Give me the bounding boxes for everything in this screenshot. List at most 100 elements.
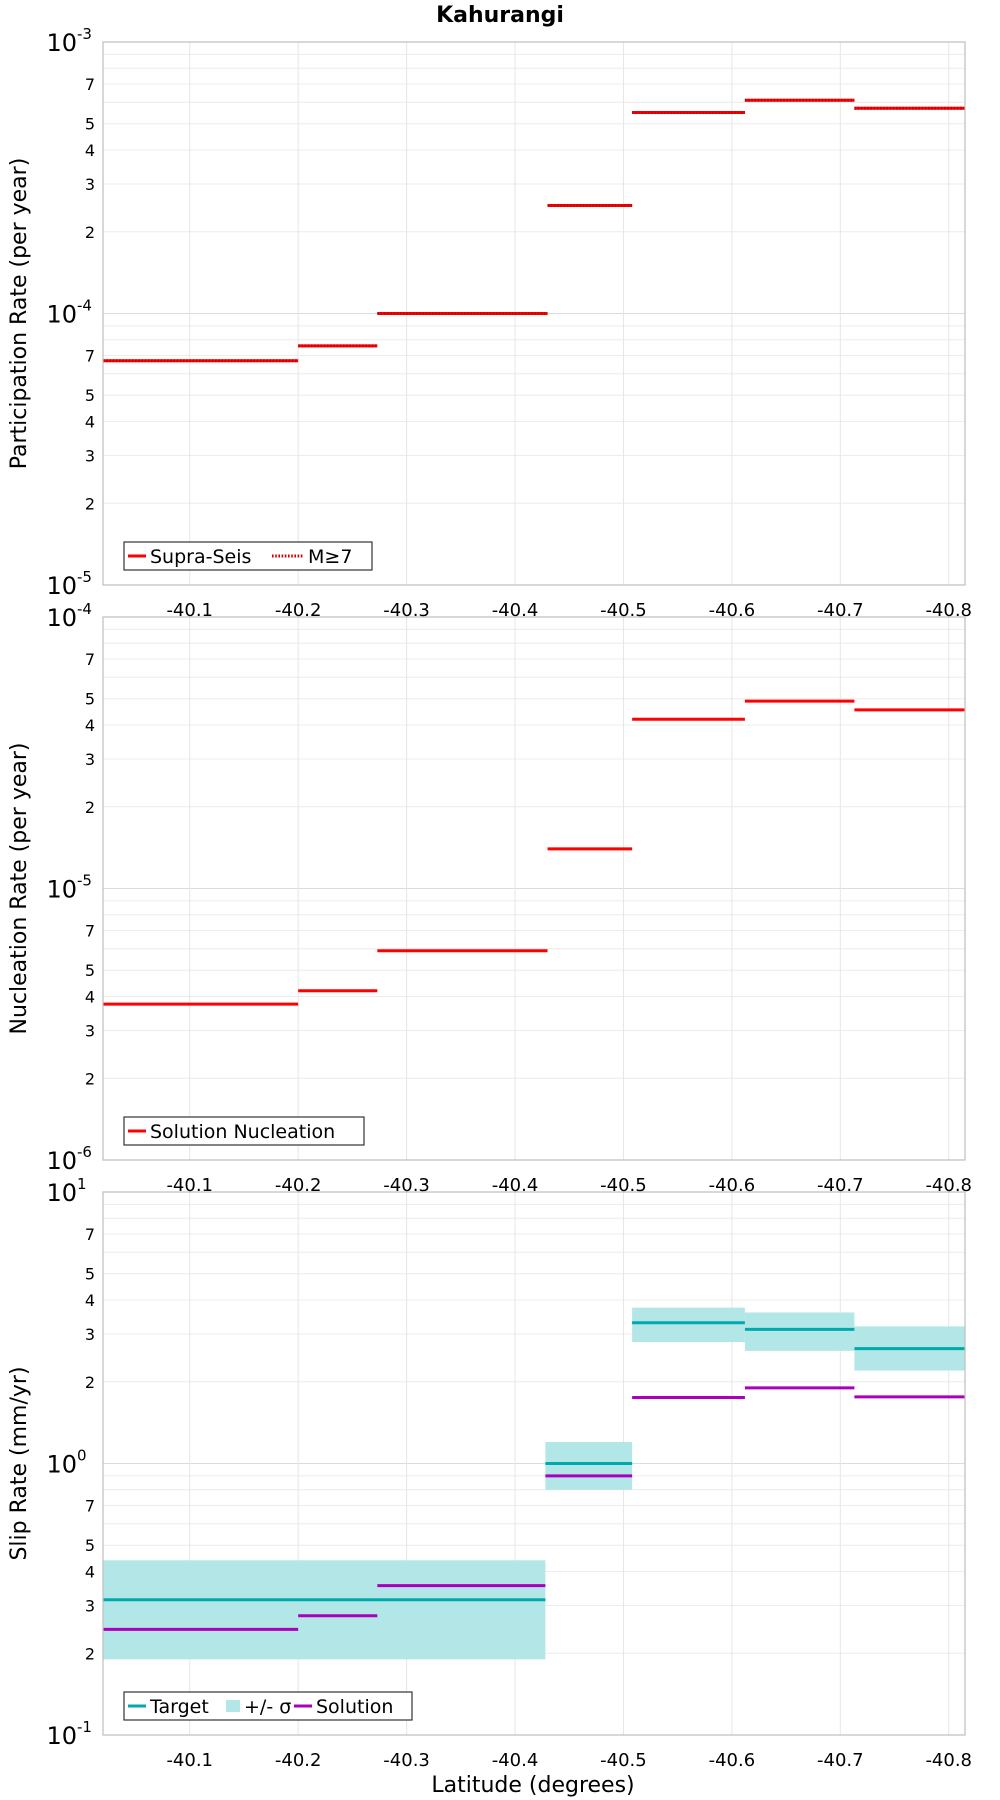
y-major-exponent: 1 bbox=[77, 1175, 87, 1193]
legend-box bbox=[123, 1691, 413, 1721]
y-major-base: 10 bbox=[46, 572, 77, 600]
y-major-tick-label: 10 -3 bbox=[46, 25, 92, 57]
y-major-tick-label: 10 -5 bbox=[46, 872, 92, 904]
x-tick-label: -40.7 bbox=[817, 600, 864, 621]
y-major-base: 10 bbox=[46, 29, 77, 57]
y-minor-tick-label: 3 bbox=[85, 750, 95, 769]
x-tick-label: -40.6 bbox=[709, 600, 756, 621]
x-tick-label: -40.3 bbox=[383, 1175, 430, 1196]
y-major-exponent: -6 bbox=[77, 1143, 92, 1161]
x-tick-label: -40.8 bbox=[925, 600, 972, 621]
y-axis-label: Slip Rate (mm/yr) bbox=[7, 1366, 32, 1560]
y-minor-tick-label: 4 bbox=[85, 1291, 95, 1310]
x-tick-label: -40.4 bbox=[492, 1175, 539, 1196]
y-minor-tick-label: 3 bbox=[85, 175, 95, 194]
y-major-base: 10 bbox=[46, 1147, 77, 1175]
legend: Target +/- σ Solution bbox=[123, 1691, 413, 1721]
y-minor-tick-label: 5 bbox=[85, 1536, 95, 1555]
x-tick-label: -40.7 bbox=[817, 1750, 864, 1771]
legend: Supra-Seis M≥7 bbox=[123, 541, 373, 571]
x-tick-label: -40.8 bbox=[925, 1175, 972, 1196]
legend-box bbox=[123, 1116, 365, 1146]
x-tick-label: -40.5 bbox=[600, 1750, 647, 1771]
legend-label: Solution bbox=[316, 1696, 393, 1718]
y-minor-tick-label: 3 bbox=[85, 446, 95, 465]
y-major-tick-label: 10 -4 bbox=[46, 600, 92, 632]
legend-label: Supra-Seis bbox=[150, 546, 251, 568]
y-minor-tick-label: 7 bbox=[85, 1225, 95, 1244]
x-tick-label: -40.2 bbox=[275, 600, 322, 621]
x-tick-label: -40.5 bbox=[600, 1175, 647, 1196]
legend-box bbox=[123, 541, 373, 571]
y-minor-tick-label: 3 bbox=[85, 1596, 95, 1615]
y-minor-tick-label: 4 bbox=[85, 988, 95, 1007]
y-minor-tick-label: 4 bbox=[85, 1563, 95, 1582]
x-tick-label: -40.5 bbox=[600, 600, 647, 621]
y-minor-tick-label: 7 bbox=[85, 1497, 95, 1516]
y-major-tick-label: 10 1 bbox=[46, 1175, 86, 1207]
y-minor-tick-label: 5 bbox=[85, 690, 95, 709]
y-minor-tick-label: 4 bbox=[85, 141, 95, 160]
x-tick-label: -40.2 bbox=[275, 1750, 322, 1771]
band-segment bbox=[545, 1442, 633, 1490]
y-major-tick-label: 10 -5 bbox=[46, 568, 92, 600]
x-tick-label: -40.3 bbox=[383, 600, 430, 621]
y-minor-tick-label: 7 bbox=[85, 347, 95, 366]
x-tick-label: -40.6 bbox=[709, 1750, 756, 1771]
x-tick-label: -40.1 bbox=[166, 1175, 213, 1196]
legend-label: Target bbox=[149, 1696, 209, 1718]
y-minor-tick-label: 4 bbox=[85, 716, 95, 735]
x-tick-label: -40.1 bbox=[166, 1750, 213, 1771]
y-minor-tick-label: 2 bbox=[85, 223, 95, 242]
y-major-base: 10 bbox=[46, 301, 77, 329]
plot-frame bbox=[102, 41, 966, 586]
y-minor-tick-label: 2 bbox=[85, 1069, 95, 1088]
x-tick-label: -40.6 bbox=[709, 1175, 756, 1196]
y-major-exponent: -5 bbox=[77, 872, 92, 890]
legend-label: +/- σ bbox=[244, 1696, 291, 1718]
y-major-tick-label: 10 -1 bbox=[46, 1718, 92, 1750]
y-minor-tick-label: 5 bbox=[85, 115, 95, 134]
y-minor-tick-label: 3 bbox=[85, 1021, 95, 1040]
y-major-base: 10 bbox=[46, 1722, 77, 1750]
y-major-tick-label: 10 -4 bbox=[46, 297, 92, 329]
y-major-tick-label: 10 0 bbox=[46, 1447, 86, 1479]
y-major-exponent: -4 bbox=[77, 297, 92, 315]
y-minor-tick-label: 7 bbox=[85, 650, 95, 669]
y-minor-tick-label: 7 bbox=[85, 922, 95, 941]
y-minor-tick-label: 4 bbox=[85, 413, 95, 432]
y-major-base: 10 bbox=[46, 1179, 77, 1207]
x-tick-label: -40.1 bbox=[166, 600, 213, 621]
y-major-exponent: -4 bbox=[77, 600, 92, 618]
band-segment bbox=[632, 1307, 745, 1343]
x-tick-label: -40.8 bbox=[925, 1750, 972, 1771]
y-minor-tick-label: 5 bbox=[85, 961, 95, 980]
y-major-exponent: 0 bbox=[77, 1447, 87, 1465]
legend: Solution Nucleation bbox=[123, 1116, 365, 1146]
y-axis-label: Nucleation Rate (per year) bbox=[7, 743, 32, 1035]
plot-frame bbox=[102, 616, 966, 1161]
legend-label: Solution Nucleation bbox=[150, 1121, 335, 1143]
y-minor-tick-label: 2 bbox=[85, 494, 95, 513]
y-minor-tick-label: 3 bbox=[85, 1325, 95, 1344]
y-major-exponent: -5 bbox=[77, 568, 92, 586]
x-tick-label: -40.7 bbox=[817, 1175, 864, 1196]
x-tick-label: -40.4 bbox=[492, 1750, 539, 1771]
y-major-exponent: -1 bbox=[77, 1718, 92, 1736]
plot-frame bbox=[102, 1191, 966, 1736]
y-minor-tick-label: 5 bbox=[85, 1265, 95, 1284]
x-axis-label: Latitude (degrees) bbox=[431, 1773, 634, 1798]
x-tick-label: -40.2 bbox=[275, 1175, 322, 1196]
y-major-base: 10 bbox=[46, 604, 77, 632]
y-major-base: 10 bbox=[46, 1451, 77, 1479]
y-major-tick-label: 10 -6 bbox=[46, 1143, 92, 1175]
y-major-base: 10 bbox=[46, 876, 77, 904]
chart-title: Kahurangi bbox=[436, 3, 564, 28]
legend-swatch bbox=[226, 1700, 240, 1712]
x-tick-label: -40.4 bbox=[492, 600, 539, 621]
band-segment bbox=[103, 1560, 546, 1660]
band-segment bbox=[744, 1312, 855, 1351]
